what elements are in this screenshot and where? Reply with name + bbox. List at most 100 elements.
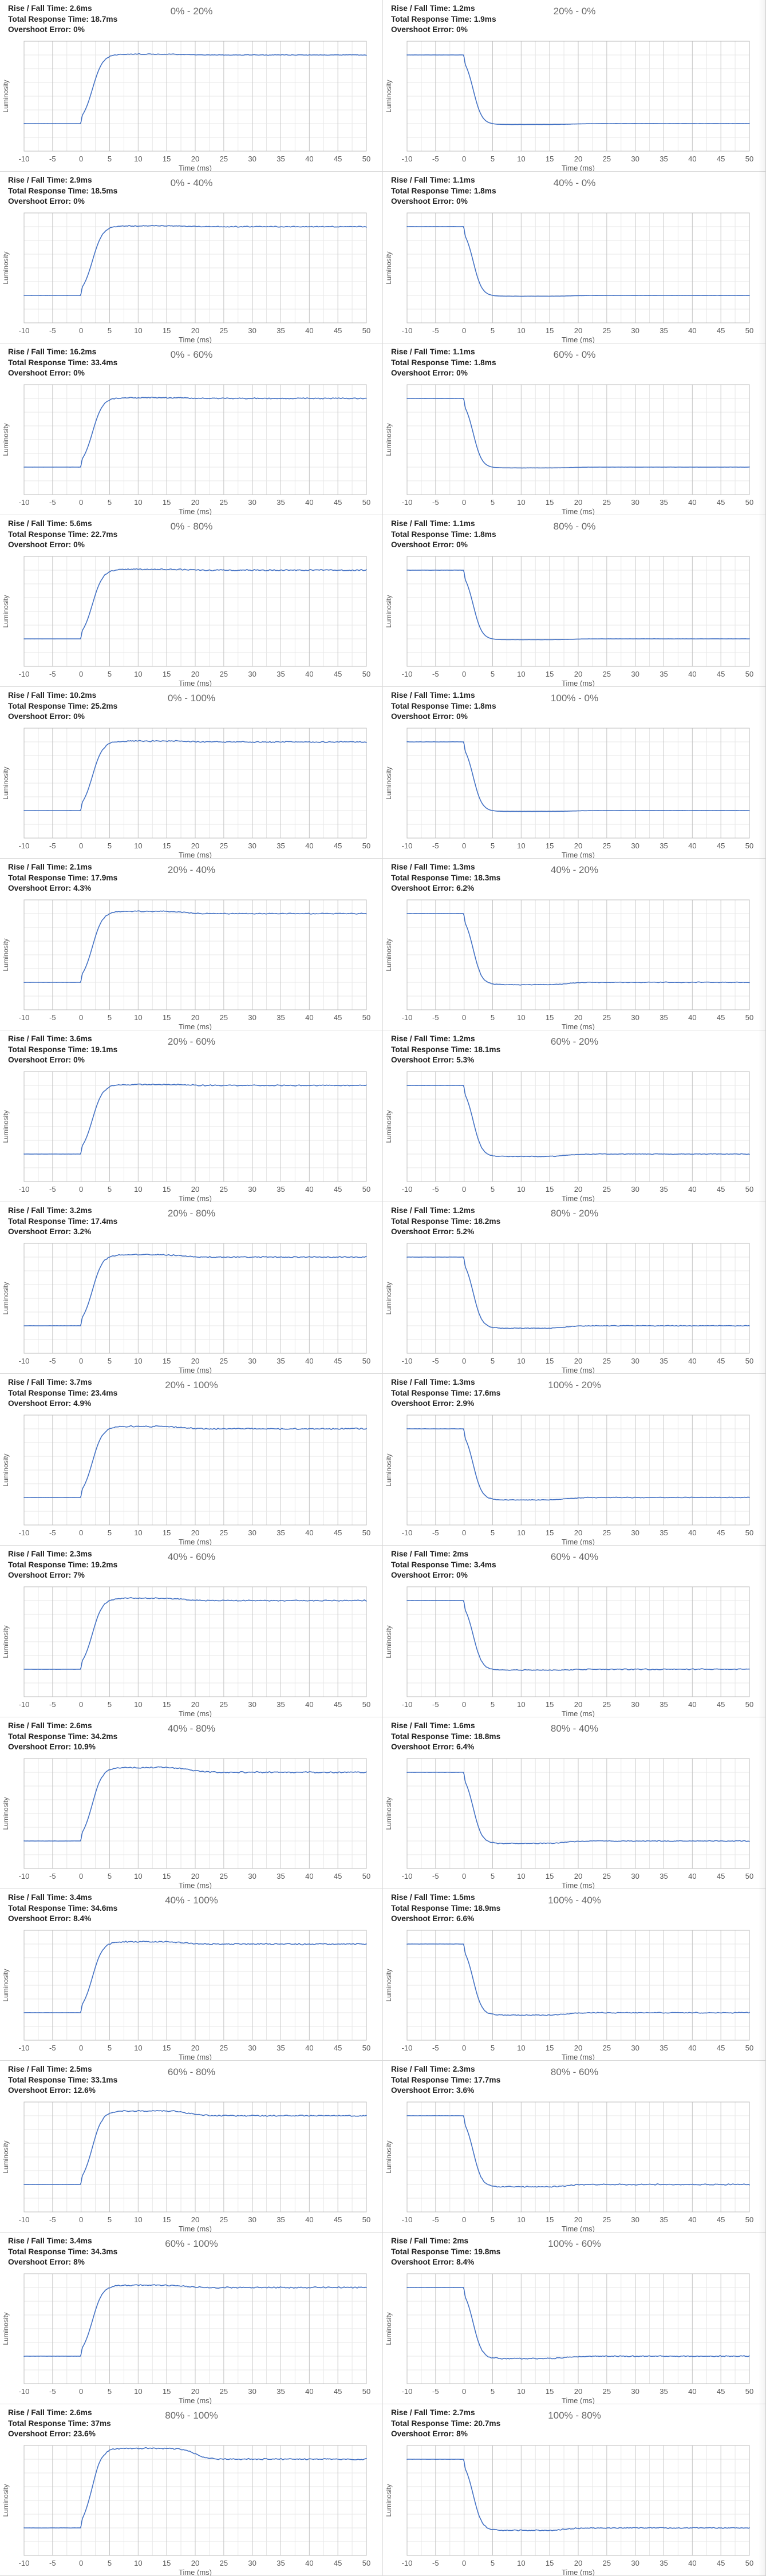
svg-text:-5: -5 xyxy=(49,2215,56,2224)
svg-text:20: 20 xyxy=(191,155,199,163)
svg-text:40: 40 xyxy=(688,498,696,507)
svg-text:20: 20 xyxy=(191,2215,199,2224)
svg-text:30: 30 xyxy=(631,1013,639,1022)
svg-text:-10: -10 xyxy=(402,1528,413,1537)
svg-text:5: 5 xyxy=(491,326,495,335)
svg-text:0: 0 xyxy=(79,326,83,335)
svg-text:40: 40 xyxy=(688,670,696,678)
svg-text:20: 20 xyxy=(191,1700,199,1709)
svg-text:35: 35 xyxy=(660,2387,668,2396)
svg-text:15: 15 xyxy=(546,2559,554,2567)
svg-text:Time (ms): Time (ms) xyxy=(179,1709,212,1717)
svg-text:50: 50 xyxy=(745,2044,753,2052)
svg-text:-10: -10 xyxy=(19,1185,30,1194)
svg-text:5: 5 xyxy=(491,1528,495,1537)
svg-text:35: 35 xyxy=(277,2559,285,2567)
svg-text:50: 50 xyxy=(362,1357,370,1365)
svg-text:-5: -5 xyxy=(432,670,439,678)
svg-text:-5: -5 xyxy=(49,1357,56,1365)
svg-text:50: 50 xyxy=(745,2387,753,2396)
svg-text:40: 40 xyxy=(305,1185,313,1194)
svg-text:40: 40 xyxy=(688,1872,696,1880)
svg-text:45: 45 xyxy=(717,2215,725,2224)
svg-text:45: 45 xyxy=(334,1357,342,1365)
svg-text:-5: -5 xyxy=(49,670,56,678)
svg-text:-5: -5 xyxy=(432,326,439,335)
svg-text:30: 30 xyxy=(631,1185,639,1194)
svg-text:45: 45 xyxy=(334,2387,342,2396)
svg-text:-5: -5 xyxy=(432,2559,439,2567)
svg-text:Time (ms): Time (ms) xyxy=(179,2053,212,2061)
svg-text:50: 50 xyxy=(745,1700,753,1709)
svg-text:-5: -5 xyxy=(49,2559,56,2567)
svg-text:40: 40 xyxy=(305,1013,313,1022)
svg-text:40: 40 xyxy=(688,1357,696,1365)
svg-text:-5: -5 xyxy=(432,498,439,507)
svg-text:10: 10 xyxy=(134,1185,142,1194)
svg-text:10: 10 xyxy=(134,2387,142,2396)
svg-text:-5: -5 xyxy=(432,2044,439,2052)
svg-text:25: 25 xyxy=(220,2215,228,2224)
svg-text:-10: -10 xyxy=(19,155,30,163)
svg-text:45: 45 xyxy=(717,2387,725,2396)
svg-text:Luminosity: Luminosity xyxy=(2,1797,10,1830)
svg-text:20: 20 xyxy=(574,2559,582,2567)
svg-text:0: 0 xyxy=(462,670,466,678)
svg-text:45: 45 xyxy=(334,2044,342,2052)
svg-text:0: 0 xyxy=(79,2559,83,2567)
svg-text:15: 15 xyxy=(163,2044,171,2052)
svg-text:-10: -10 xyxy=(402,326,413,335)
svg-text:Time (ms): Time (ms) xyxy=(562,2568,595,2576)
svg-text:-10: -10 xyxy=(402,155,413,163)
svg-text:30: 30 xyxy=(631,2044,639,2052)
svg-text:Luminosity: Luminosity xyxy=(2,2140,10,2173)
svg-text:10: 10 xyxy=(134,670,142,678)
svg-text:0: 0 xyxy=(462,1013,466,1022)
svg-text:20: 20 xyxy=(191,1872,199,1880)
svg-text:35: 35 xyxy=(660,1700,668,1709)
svg-text:40: 40 xyxy=(305,326,313,335)
svg-text:25: 25 xyxy=(603,2215,611,2224)
svg-text:45: 45 xyxy=(717,841,725,850)
svg-text:15: 15 xyxy=(546,1700,554,1709)
svg-text:45: 45 xyxy=(717,1357,725,1365)
svg-text:20: 20 xyxy=(574,670,582,678)
svg-text:20: 20 xyxy=(574,2387,582,2396)
svg-text:25: 25 xyxy=(220,2387,228,2396)
svg-text:5: 5 xyxy=(108,1185,112,1194)
svg-text:Time (ms): Time (ms) xyxy=(179,2396,212,2404)
svg-text:35: 35 xyxy=(660,2559,668,2567)
svg-text:-10: -10 xyxy=(402,1013,413,1022)
svg-text:20: 20 xyxy=(574,841,582,850)
svg-text:Luminosity: Luminosity xyxy=(385,2140,393,2173)
svg-text:30: 30 xyxy=(631,1700,639,1709)
svg-text:50: 50 xyxy=(745,1528,753,1537)
svg-text:25: 25 xyxy=(220,670,228,678)
svg-text:0: 0 xyxy=(462,155,466,163)
svg-text:40: 40 xyxy=(688,841,696,850)
svg-text:10: 10 xyxy=(134,1357,142,1365)
svg-text:Time (ms): Time (ms) xyxy=(562,1881,595,1889)
svg-text:0: 0 xyxy=(79,670,83,678)
svg-text:20: 20 xyxy=(191,498,199,507)
svg-text:15: 15 xyxy=(163,841,171,850)
svg-text:40: 40 xyxy=(688,2387,696,2396)
svg-text:-10: -10 xyxy=(19,1700,30,1709)
svg-text:30: 30 xyxy=(631,155,639,163)
svg-text:15: 15 xyxy=(163,1528,171,1537)
svg-text:Luminosity: Luminosity xyxy=(2,595,10,627)
svg-text:45: 45 xyxy=(334,2559,342,2567)
svg-text:25: 25 xyxy=(220,1872,228,1880)
svg-text:30: 30 xyxy=(631,2559,639,2567)
svg-text:30: 30 xyxy=(248,1528,256,1537)
svg-text:Luminosity: Luminosity xyxy=(385,251,393,284)
svg-text:50: 50 xyxy=(362,2559,370,2567)
svg-text:40: 40 xyxy=(305,1528,313,1537)
svg-text:Time (ms): Time (ms) xyxy=(562,2053,595,2061)
svg-text:40: 40 xyxy=(305,155,313,163)
svg-text:20: 20 xyxy=(191,2044,199,2052)
svg-text:40: 40 xyxy=(688,1185,696,1194)
svg-text:50: 50 xyxy=(362,155,370,163)
svg-text:-5: -5 xyxy=(49,326,56,335)
svg-text:Time (ms): Time (ms) xyxy=(179,679,212,687)
